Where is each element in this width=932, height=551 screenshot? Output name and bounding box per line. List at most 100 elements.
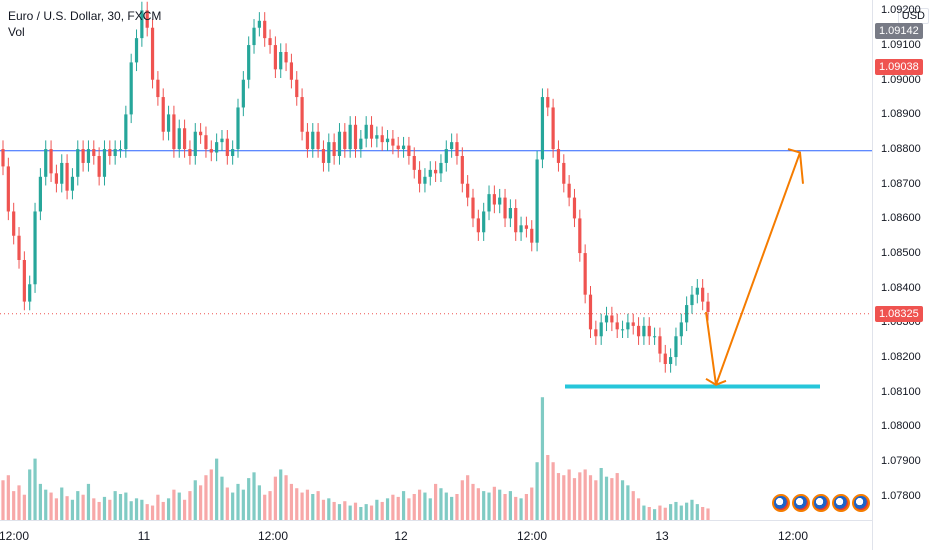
volume-bar (97, 501, 101, 520)
volume-bar (551, 462, 555, 520)
time-tick-label: 13 (655, 529, 669, 543)
price-tick-label: 1.08000 (881, 420, 921, 433)
candle-body (434, 169, 438, 174)
volume-bar (70, 499, 75, 520)
candle-body (268, 38, 272, 46)
event-flag-icon[interactable] (852, 494, 870, 512)
volume-bar (674, 501, 678, 520)
volume-bar (695, 504, 699, 520)
candle-body (524, 225, 529, 229)
candle-body (209, 149, 213, 153)
volume-bar (118, 494, 123, 520)
candle-body (166, 114, 171, 132)
volume-bar (594, 480, 598, 520)
candle-body (60, 162, 64, 184)
candle-body (567, 183, 571, 198)
volume-bar (188, 491, 192, 520)
volume-bar (652, 509, 657, 520)
candle-body (546, 97, 550, 108)
candle-body (599, 322, 603, 337)
candle-body (482, 211, 486, 233)
volume-bar (60, 487, 64, 520)
candle-body (204, 135, 208, 150)
candle-body (460, 156, 464, 184)
volume-bar (204, 475, 208, 520)
candle-body (295, 79, 299, 98)
candle-body (161, 97, 165, 132)
volume-bar (647, 507, 651, 520)
candle-body (359, 138, 363, 150)
volume-bar (332, 501, 336, 520)
candle-body (412, 156, 416, 170)
candle-body (220, 138, 224, 143)
volume-bar (177, 492, 181, 520)
event-flag-icon[interactable] (792, 494, 810, 512)
price-tick-label: 1.08800 (881, 143, 921, 156)
candle-body (647, 325, 651, 337)
candle-body (273, 45, 277, 70)
candle-body (583, 253, 587, 295)
candle-body (76, 149, 80, 177)
volume-bar (193, 480, 197, 520)
candle-body (487, 194, 491, 212)
volume-bar (76, 491, 80, 520)
candle-body (321, 149, 326, 163)
price-tick-label: 1.09200 (881, 4, 921, 17)
volume-bar (220, 476, 224, 520)
candle-body (551, 107, 555, 150)
candle-body (129, 62, 133, 115)
economic-events[interactable] (772, 494, 870, 516)
time-axis[interactable]: 12:00 11 12:00 12 12:00 13 12:00 (0, 520, 872, 551)
event-flag-icon[interactable] (772, 494, 790, 512)
event-flag-icon[interactable] (812, 494, 830, 512)
price-tick-label: 1.09100 (881, 39, 921, 52)
volume-bar (690, 499, 694, 520)
volume-bar (289, 483, 294, 520)
volume-bar (610, 478, 614, 520)
candle-body (685, 305, 689, 323)
volume-bar (439, 488, 443, 520)
volume-bar (369, 505, 374, 520)
price-tick-label: 1.08600 (881, 212, 921, 225)
volume-bar (663, 507, 667, 520)
candle-body (578, 218, 582, 254)
candle-body (305, 131, 310, 150)
candle-body (12, 211, 16, 236)
volume-bar (113, 491, 117, 520)
candle-body (38, 176, 42, 212)
price-plot[interactable] (0, 0, 872, 520)
volume-bar (231, 492, 235, 520)
candle-body (348, 124, 352, 150)
volume-bar (54, 498, 59, 520)
volume-bar (316, 491, 320, 520)
event-flag-icon[interactable] (832, 494, 850, 512)
candle-body (156, 79, 160, 98)
volume-bar (401, 491, 406, 520)
volume-bar (321, 499, 326, 520)
candle-body (225, 138, 229, 156)
volume-bar (65, 496, 69, 520)
candle-body (375, 135, 379, 139)
candle-body (92, 149, 96, 156)
candle-body (17, 235, 21, 260)
candle-body (674, 336, 678, 358)
volume-bar (156, 494, 160, 520)
volume-bar (450, 496, 454, 520)
volume-bar (284, 475, 288, 520)
candle-body (134, 38, 139, 63)
volume-bar (604, 476, 609, 520)
price-axis[interactable]: USD 1.09200 1.09100 1.09000 1.08900 1.08800 1… (872, 0, 932, 550)
candle-body (124, 114, 128, 150)
candle-body (423, 176, 427, 184)
high-price-tag: 1.09038 (875, 58, 923, 75)
volume-bar (588, 475, 593, 520)
candle-body (108, 149, 112, 156)
candle-body (172, 114, 176, 150)
candle-body (182, 128, 187, 150)
candle-body (33, 211, 37, 285)
candle-body (642, 325, 646, 337)
candle-body (631, 322, 635, 326)
chart-canvas[interactable]: Euro / U.S. Dollar, 30, FXCM Vol (0, 0, 872, 520)
candle-body (177, 128, 181, 150)
volume-bar (102, 496, 107, 520)
